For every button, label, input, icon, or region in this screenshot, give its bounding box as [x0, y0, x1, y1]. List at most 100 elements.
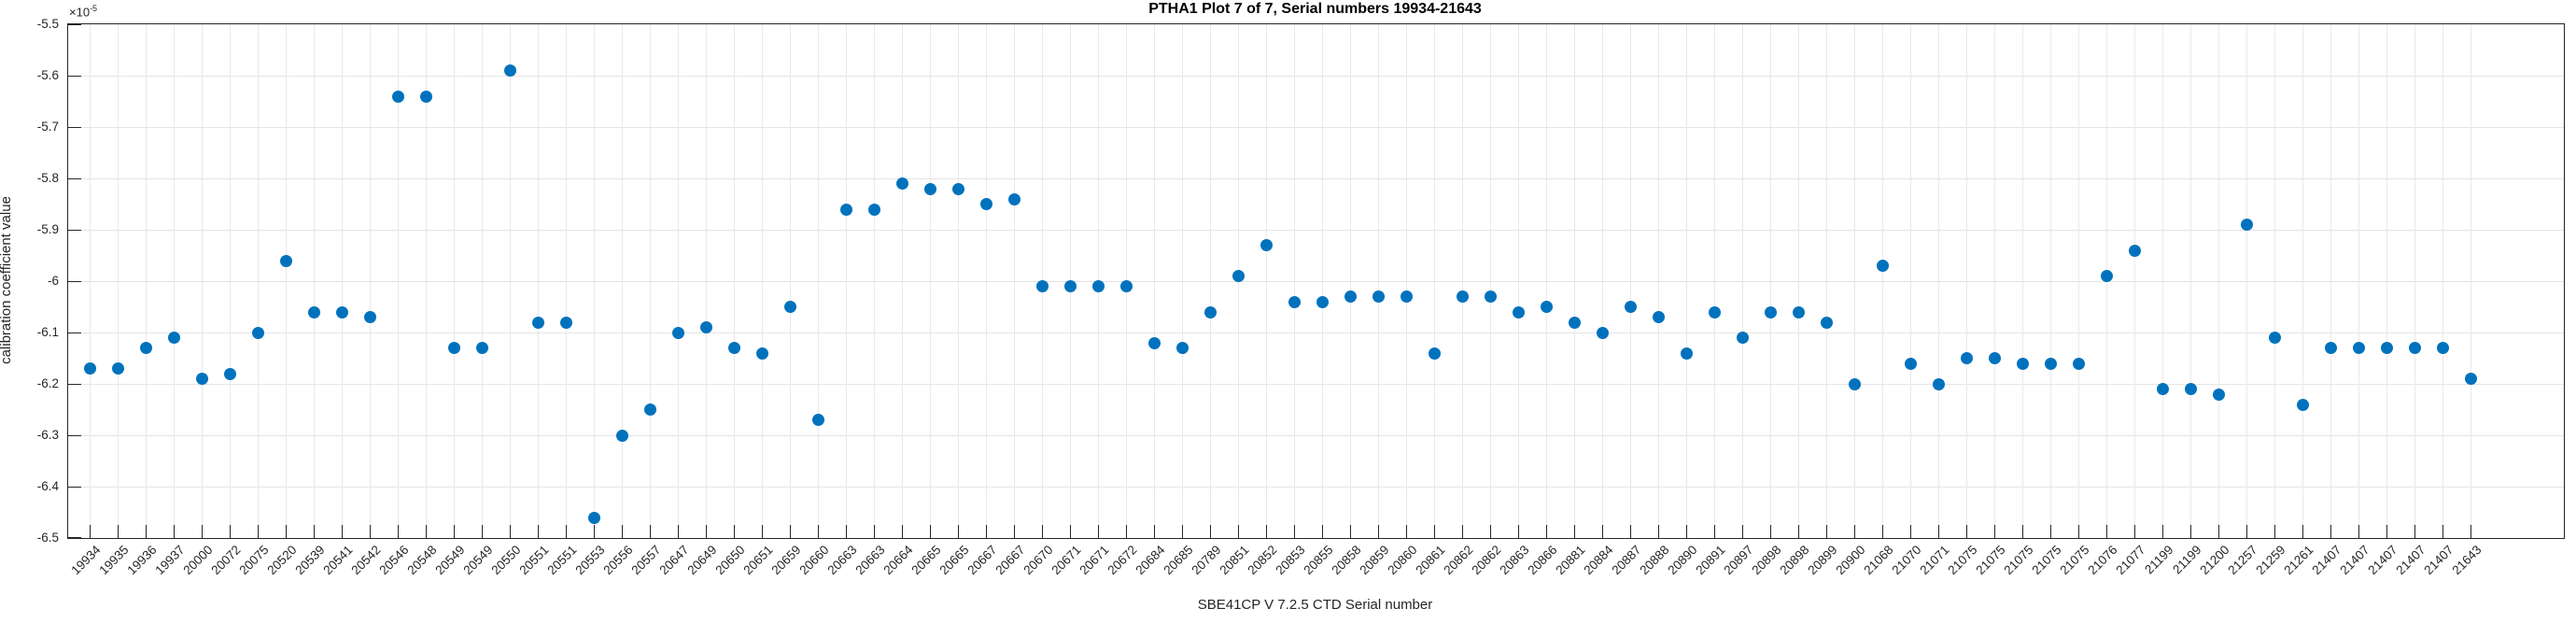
v-gridline: [1910, 24, 1911, 538]
x-tick-label: 21259: [2253, 543, 2288, 578]
x-tick-label: 20671: [1049, 543, 1084, 578]
x-tick-mark: [930, 525, 931, 538]
x-tick-label: 20551: [516, 543, 552, 578]
v-gridline: [1518, 24, 1519, 538]
data-point: [2408, 342, 2421, 354]
data-point: [643, 404, 656, 416]
data-point: [2100, 270, 2113, 282]
x-tick-label: 20549: [460, 543, 496, 578]
x-tick-label: 20862: [1441, 543, 1476, 578]
x-tick-label: 20664: [880, 543, 916, 578]
chart-title: PTHA1 Plot 7 of 7, Serial numbers 19934-…: [1148, 1, 1482, 17]
data-point: [951, 182, 964, 195]
data-point: [1988, 352, 2001, 364]
data-point: [1540, 301, 1553, 313]
data-point: [447, 342, 460, 354]
v-gridline: [174, 24, 175, 538]
data-point: [1792, 305, 1805, 319]
x-tick-label: 20670: [1021, 543, 1056, 578]
v-gridline: [370, 24, 371, 538]
data-point: [783, 301, 796, 313]
data-point: [1316, 295, 1329, 308]
x-tick-label: 21200: [2197, 543, 2232, 578]
x-tick-mark: [1546, 525, 1547, 538]
v-gridline: [2330, 24, 2331, 538]
y-axis-exponent: ×10-5: [69, 4, 97, 19]
data-point: [2072, 357, 2085, 370]
x-tick-mark: [1686, 525, 1687, 538]
data-point: [391, 90, 404, 103]
data-point: [419, 90, 432, 103]
data-point: [839, 203, 852, 216]
x-tick-label: 20549: [432, 543, 468, 578]
data-point: [1596, 326, 1609, 339]
y-tick-label: -5.7: [36, 120, 59, 134]
v-gridline: [1350, 24, 1351, 538]
v-gridline: [846, 24, 847, 538]
data-point: [2436, 342, 2449, 354]
x-tick-label: 20898: [1777, 543, 1812, 578]
v-gridline: [2162, 24, 2163, 538]
x-tick-mark: [1994, 525, 1995, 538]
x-tick-mark: [1294, 525, 1295, 538]
x-tick-label: 20887: [1609, 543, 1644, 578]
x-tick-mark: [1798, 525, 1799, 538]
data-point: [1175, 342, 1189, 354]
data-point: [167, 332, 180, 344]
data-point: [503, 64, 516, 77]
data-point: [1260, 239, 1273, 251]
x-tick-mark: [1630, 525, 1631, 538]
x-tick-mark: [230, 525, 231, 538]
v-gridline: [1826, 24, 1827, 538]
v-gridline: [622, 24, 623, 538]
v-gridline: [1854, 24, 1855, 538]
x-tick-mark: [2358, 525, 2359, 538]
plot-area: -6.5 -6.4 -6.3 -6.2 -6.1 -6 -5.9 -5.8 -5.7 -5.6 -5…: [37, 17, 2565, 545]
data-point: [531, 316, 544, 329]
x-tick-label: 20858: [1329, 543, 1364, 578]
x-tick-mark: [1882, 525, 1883, 538]
x-tick-mark: [1322, 525, 1323, 538]
v-gridline: [1434, 24, 1435, 538]
x-tick-label: 20863: [1497, 543, 1532, 578]
x-tick-label: 20556: [600, 543, 636, 578]
v-gridline: [958, 24, 959, 538]
x-tick-label: 20542: [348, 543, 384, 578]
y-tick-mark: [68, 281, 81, 282]
data-point: [111, 362, 124, 375]
data-point: [2464, 373, 2477, 385]
data-point: [755, 347, 768, 360]
v-gridline: [2386, 24, 2387, 538]
data-point: [1708, 305, 1721, 319]
x-tick-mark: [762, 525, 763, 538]
v-gridline: [1154, 24, 1155, 538]
x-tick-label: 19934: [68, 543, 104, 578]
v-gridline: [2442, 24, 2443, 538]
x-tick-mark: [1770, 525, 1771, 538]
x-tick-label: 20671: [1077, 543, 1112, 578]
x-tick-label: 20851: [1217, 543, 1252, 578]
x-tick-mark: [1350, 525, 1351, 538]
x-tick-label: 20660: [796, 543, 832, 578]
x-tick-mark: [734, 525, 735, 538]
y-tick-mark: [68, 76, 81, 77]
x-tick-mark: [1490, 525, 1491, 538]
v-gridline: [1182, 24, 1183, 538]
y-tick-mark: [68, 178, 81, 179]
x-tick-mark: [1182, 525, 1183, 538]
x-tick-label: 20685: [1161, 543, 1196, 578]
x-tick-label: 20539: [292, 543, 328, 578]
y-tick-mark: [68, 24, 81, 25]
h-gridline: [68, 487, 2564, 488]
x-tick-label: 20650: [712, 543, 748, 578]
x-tick-mark: [1714, 525, 1715, 538]
x-tick-label: 20665: [936, 543, 972, 578]
x-tick-mark: [2106, 525, 2107, 538]
x-tick-mark: [1070, 525, 1071, 538]
x-tick-label: 21199: [2170, 543, 2204, 577]
y-tick-mark: [68, 537, 81, 538]
data-point: [1372, 290, 1385, 303]
x-tick-mark: [1826, 525, 1827, 538]
h-gridline: [68, 230, 2564, 231]
x-tick-label: 21643: [2449, 543, 2485, 578]
